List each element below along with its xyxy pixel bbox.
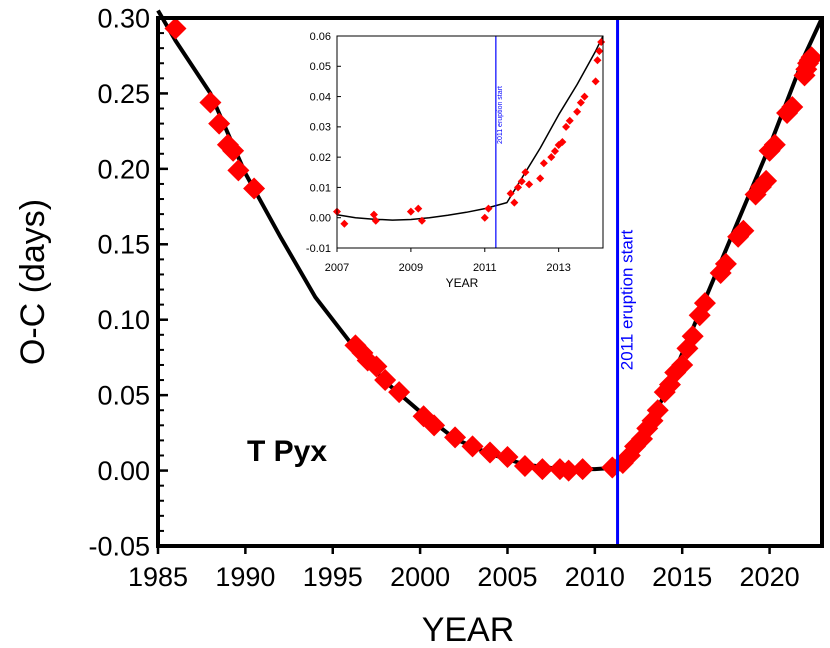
y-tick-label: 0.10	[97, 305, 150, 335]
y-tick-label: 0.00	[310, 213, 331, 225]
data-point	[365, 355, 388, 378]
data-point	[755, 169, 778, 192]
x-tick-label: 2005	[477, 562, 537, 592]
y-tick-label: 0.05	[310, 61, 331, 73]
data-point	[565, 116, 574, 125]
data-point	[227, 159, 250, 182]
data-point	[646, 399, 669, 422]
data-point	[573, 107, 582, 116]
data-point	[714, 252, 737, 275]
data-point	[671, 353, 694, 376]
x-tick-label: 2020	[740, 562, 800, 592]
main-y-axis-label: O-C (days)	[14, 199, 52, 365]
data-point	[580, 92, 589, 101]
data-point	[732, 219, 755, 242]
x-tick-label: 2009	[399, 262, 423, 274]
data-point	[550, 147, 559, 156]
y-tick-label: 0.04	[310, 91, 331, 103]
inset-eruption-label: 2011 eruption start	[497, 86, 504, 144]
x-tick-label: 2000	[390, 562, 450, 592]
main-eruption-label: 2011 eruption start	[618, 229, 637, 370]
y-tick-label: 0.01	[310, 182, 331, 194]
data-point	[513, 455, 536, 478]
main-plot-frame	[156, 16, 824, 548]
data-point	[517, 177, 526, 186]
data-point	[693, 292, 716, 315]
data-point	[199, 91, 222, 114]
data-point	[781, 96, 804, 119]
data-point	[388, 381, 411, 404]
data-point	[562, 122, 571, 131]
data-point	[595, 47, 604, 56]
data-point	[480, 213, 489, 222]
data-point	[510, 198, 519, 207]
data-point	[681, 325, 704, 348]
data-point	[576, 98, 585, 107]
x-tick-label: 1995	[303, 562, 363, 592]
data-point	[521, 168, 530, 177]
main-x-tick-labels: 1985 1990 1995 2000 2005 2010 2015 2020	[128, 562, 800, 592]
inset-y-tick-labels: -0.01 0.00 0.01 0.02 0.03 0.04 0.05 0.06	[306, 31, 331, 255]
data-point	[593, 56, 602, 65]
y-tick-label: 0.20	[97, 154, 150, 184]
data-point	[369, 210, 378, 219]
data-point	[243, 177, 266, 200]
y-tick-label: 0.00	[97, 456, 150, 486]
inset-x-axis-label: YEAR	[446, 276, 479, 290]
data-point	[558, 138, 567, 146]
main-series	[156, 9, 824, 482]
data-point	[800, 46, 823, 69]
data-point	[496, 445, 519, 468]
data-point	[461, 435, 484, 458]
x-tick-label: 2007	[325, 262, 349, 274]
data-point	[374, 369, 397, 392]
data-point	[208, 112, 231, 135]
data-point	[591, 77, 600, 86]
data-point	[371, 216, 380, 225]
y-tick-label: 0.06	[310, 31, 331, 43]
x-tick-label: 1985	[128, 562, 188, 592]
data-point	[763, 133, 786, 156]
data-point	[506, 189, 515, 198]
y-tick-label: -0.01	[306, 243, 331, 255]
data-point	[423, 414, 446, 437]
main-x-axis-label: YEAR	[422, 611, 515, 648]
data-point	[514, 183, 523, 192]
y-tick-label: 0.30	[97, 3, 150, 33]
y-tick-label: 0.02	[310, 152, 331, 164]
data-point	[444, 426, 467, 449]
data-point	[539, 159, 548, 168]
inset-series	[333, 35, 606, 228]
y-tick-label: 0.03	[310, 122, 331, 134]
inset-plot-frame	[336, 35, 604, 249]
data-point	[571, 458, 594, 481]
data-point	[414, 204, 423, 213]
data-point	[557, 459, 580, 482]
data-point	[531, 458, 554, 481]
star-name-annotation: T Pyx	[247, 435, 327, 468]
data-point	[536, 174, 545, 183]
y-tick-label: 0.05	[97, 381, 150, 411]
data-point	[484, 204, 493, 213]
data-point	[547, 153, 556, 162]
x-tick-label: 2011	[473, 262, 497, 274]
inset-x-tick-labels: 2007 2009 2011 2013	[325, 262, 571, 274]
data-point	[222, 139, 245, 162]
data-point	[340, 219, 349, 228]
main-y-tick-labels: -0.05 0.00 0.05 0.10 0.15 0.20 0.25 0.30	[88, 3, 150, 561]
data-point	[525, 180, 534, 189]
data-point	[417, 216, 426, 225]
y-tick-label: -0.05	[88, 531, 150, 561]
x-tick-label: 2015	[652, 562, 712, 592]
data-point	[164, 17, 187, 40]
x-tick-label: 2010	[565, 562, 625, 592]
x-tick-label: 1990	[215, 562, 275, 592]
y-tick-label: 0.25	[97, 79, 150, 109]
data-point	[479, 441, 501, 464]
y-tick-label: 0.15	[97, 230, 150, 260]
data-point	[406, 207, 415, 216]
x-tick-label: 2013	[546, 262, 570, 274]
